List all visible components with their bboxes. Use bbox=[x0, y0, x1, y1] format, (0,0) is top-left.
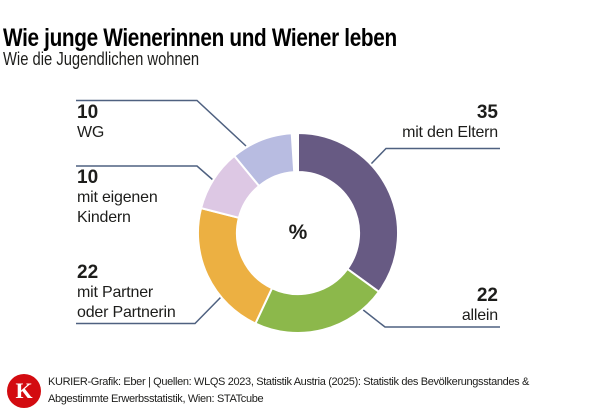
callout-wg-value: 10 bbox=[77, 102, 99, 123]
callout-partner-label-line2: oder Partnerin bbox=[77, 304, 176, 321]
footer-credit: KURIER-Grafik: Eber | Quellen: WLQS 2023… bbox=[48, 374, 529, 407]
callout-wg-label: WG bbox=[77, 124, 105, 141]
kurier-logo: K bbox=[7, 374, 41, 408]
callout-kinder-label-line2: Kindern bbox=[77, 209, 131, 226]
callout-kinder-value: 10 bbox=[77, 167, 99, 188]
callout-allein-value: 22 bbox=[476, 285, 498, 306]
donut-slice-allein bbox=[254, 267, 380, 334]
callout-partner-label-line1: mit Partner bbox=[77, 284, 154, 301]
donut-slice-eltern bbox=[297, 132, 399, 293]
chart-subtitle: Wie die Jugendlichen wohnen bbox=[3, 49, 200, 69]
leader-line-partner bbox=[76, 296, 222, 325]
leader-lines bbox=[76, 99, 500, 328]
footer-credit-line1: KURIER-Grafik: Eber | Quellen: WLQS 2023… bbox=[48, 376, 529, 388]
callout-eltern: 35 mit den Eltern bbox=[402, 103, 498, 143]
callout-kinder: 10 mit eigenen Kindern bbox=[77, 168, 158, 228]
callout-partner-value: 22 bbox=[77, 262, 99, 283]
footer-credit-line2: Abgestimmte Erwerbsstatistik, Wien: STAT… bbox=[48, 392, 264, 405]
leader-line-wg bbox=[76, 99, 247, 147]
donut-slices bbox=[196, 132, 399, 334]
donut-center-label: % bbox=[288, 221, 308, 244]
donut-slice-wg bbox=[233, 132, 296, 187]
leader-line-eltern bbox=[370, 147, 500, 165]
leader-line-allein bbox=[361, 308, 500, 328]
callout-partner: 22 mit Partner oder Partnerin bbox=[77, 263, 176, 323]
donut-slice-partner bbox=[196, 207, 273, 325]
callout-eltern-label: mit den Eltern bbox=[402, 124, 498, 141]
leader-line-kinder bbox=[76, 165, 214, 181]
callout-allein-label: allein bbox=[461, 307, 498, 324]
callout-eltern-value: 35 bbox=[476, 102, 498, 123]
page-title: Wie junge Wienerinnen und Wiener leben bbox=[3, 23, 397, 52]
callout-wg: 10 WG bbox=[77, 103, 104, 143]
callout-allein: 22 allein bbox=[462, 286, 498, 326]
callout-kinder-label-line1: mit eigenen bbox=[77, 189, 158, 206]
